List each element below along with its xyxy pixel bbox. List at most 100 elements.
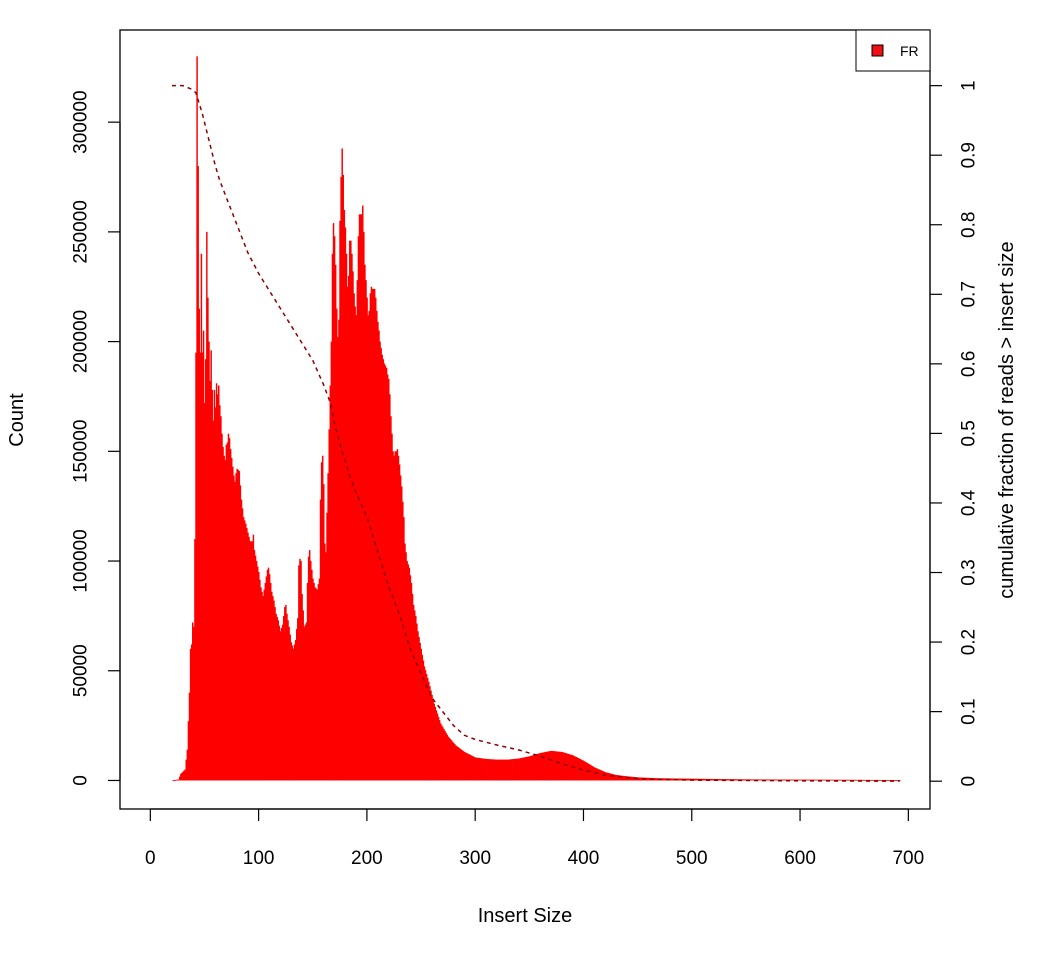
- histogram-bar: [384, 365, 387, 781]
- histogram-bar: [304, 624, 307, 781]
- histogram-bar: [774, 779, 777, 781]
- histogram-bar: [595, 768, 598, 781]
- histogram-bar: [316, 589, 319, 781]
- histogram-bar: [201, 352, 204, 781]
- histogram-bar: [590, 765, 592, 781]
- y-axis-title: Count: [6, 393, 28, 447]
- histogram-bar: [539, 753, 542, 781]
- histogram-bar: [303, 626, 306, 781]
- histogram-bar: [494, 759, 496, 781]
- x-axis: 0 100 200 300 400 500 600 700: [145, 808, 924, 869]
- histogram-bar: [536, 754, 538, 781]
- histogram-bar: [460, 749, 463, 781]
- histogram-bar: [591, 765, 594, 781]
- histogram-bar: [790, 779, 793, 781]
- histogram-bar: [523, 757, 525, 781]
- histogram-bar: [816, 779, 819, 781]
- histogram-bar: [428, 681, 430, 781]
- histogram-bar: [410, 582, 413, 781]
- histogram-bar: [599, 769, 601, 781]
- histogram-bar: [297, 618, 299, 781]
- histogram-bar: [704, 778, 706, 781]
- histogram-bar: [606, 772, 609, 781]
- histogram-bar: [224, 460, 226, 781]
- histogram-bar: [431, 694, 433, 781]
- histogram-bar: [775, 779, 778, 781]
- histogram-bar: [857, 779, 860, 781]
- histogram-bar: [822, 779, 824, 781]
- histogram-bar: [282, 615, 285, 781]
- histogram-bar: [551, 750, 554, 781]
- histogram-bar: [680, 778, 682, 781]
- histogram-bar: [418, 637, 420, 781]
- histogram-bar: [461, 750, 464, 781]
- histogram-bar: [661, 778, 664, 781]
- histogram-bar: [593, 767, 596, 781]
- histogram-bar: [452, 742, 455, 781]
- histogram-bar: [568, 754, 571, 781]
- histogram-bar: [791, 779, 794, 781]
- histogram-bar: [605, 772, 608, 781]
- histogram-bar: [571, 754, 573, 781]
- histogram-bar: [329, 385, 332, 781]
- y2-tick-label: 0.8: [959, 212, 980, 238]
- histogram-bar: [420, 648, 422, 781]
- histogram-bar: [840, 779, 843, 781]
- histogram-bar: [543, 752, 546, 781]
- histogram-bar: [807, 779, 809, 781]
- histogram-bar: [811, 779, 813, 781]
- histogram-bar: [313, 582, 315, 781]
- histogram-bar: [577, 757, 579, 781]
- histogram-bar: [800, 779, 803, 781]
- histogram-bar: [456, 746, 458, 781]
- histogram-bar: [319, 499, 322, 781]
- histogram-bar: [562, 752, 564, 781]
- histogram-bar: [861, 779, 863, 781]
- histogram-bar: [382, 359, 385, 781]
- histogram-bar: [585, 762, 587, 781]
- histogram-bar: [417, 631, 419, 781]
- histogram-bar: [624, 776, 626, 781]
- histogram-bar: [618, 775, 621, 781]
- histogram-bar: [174, 779, 177, 781]
- histogram-bar: [522, 757, 524, 781]
- histogram-bar: [454, 744, 456, 781]
- histogram-bar: [558, 751, 560, 781]
- histogram-bar: [277, 620, 280, 781]
- histogram-bar: [718, 779, 720, 781]
- histogram-bar: [220, 416, 222, 781]
- histogram-bar: [881, 779, 884, 781]
- plot-area: [119, 29, 931, 810]
- histogram-bar: [613, 774, 615, 781]
- histogram-bar: [437, 716, 440, 781]
- histogram-bar: [814, 779, 817, 781]
- histogram-bar: [234, 482, 236, 781]
- histogram-bar: [222, 446, 224, 781]
- histogram-bar: [826, 779, 829, 781]
- histogram-bar: [318, 578, 321, 781]
- histogram-bar: [351, 253, 353, 781]
- histogram-bar: [186, 749, 189, 781]
- histogram-bar: [795, 779, 797, 781]
- histogram-bar: [865, 779, 868, 781]
- histogram-bar: [197, 166, 199, 781]
- histogram-bar: [330, 341, 333, 781]
- histogram-bar: [696, 778, 699, 781]
- histogram-bar: [882, 779, 885, 781]
- histogram-bar: [572, 755, 574, 781]
- histogram-bar: [709, 778, 712, 781]
- histogram-bar: [685, 778, 688, 781]
- histogram-bar: [587, 763, 589, 781]
- histogram-bar: [425, 674, 428, 781]
- histogram-bar: [260, 587, 262, 781]
- histogram-bar: [552, 751, 555, 781]
- histogram-bar: [195, 352, 197, 781]
- y-tick-label: 0: [71, 775, 92, 786]
- x-tick-label: 200: [351, 848, 383, 869]
- legend-label-fr: FR: [900, 43, 919, 59]
- histogram-bar: [566, 753, 569, 781]
- histogram-bar: [198, 308, 200, 781]
- histogram-bar: [446, 734, 448, 781]
- histogram-bar: [472, 756, 474, 781]
- histogram-bar: [356, 280, 359, 781]
